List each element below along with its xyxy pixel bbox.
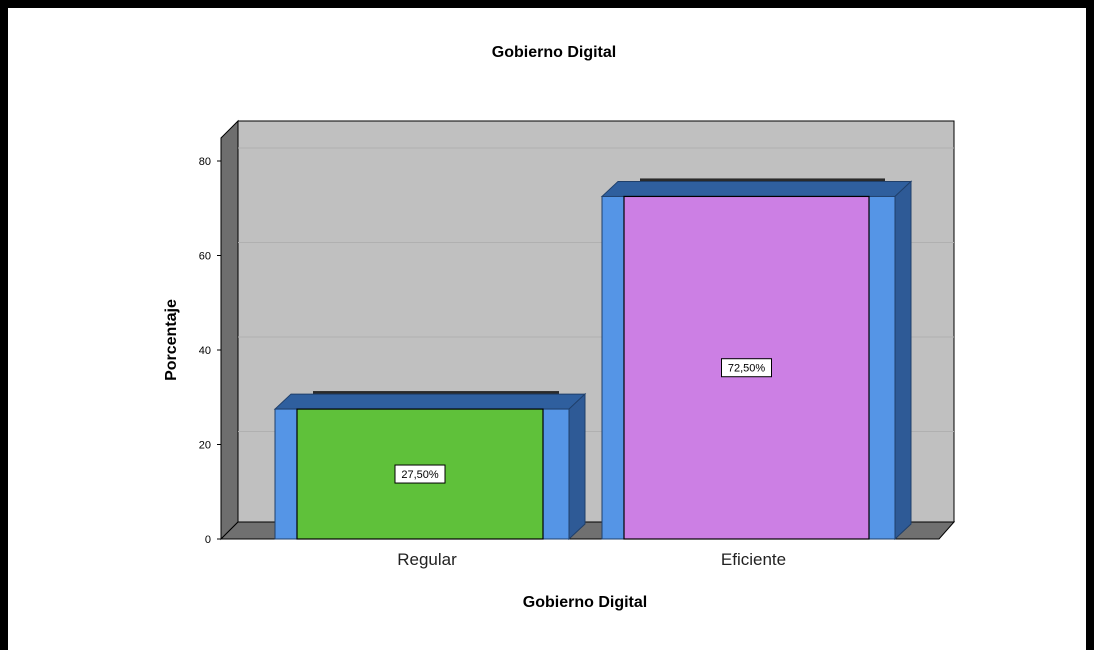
chart-title: Gobierno Digital [492,44,616,61]
x-category-label: Regular [397,550,457,569]
bars [273,178,913,541]
bar-side-face [568,392,586,541]
data-label: 27,50% [394,464,446,484]
data-labels: 27,50% 72,50% [394,358,772,484]
y-tick-label: 20 [199,440,211,452]
y-tick-label: 0 [205,534,211,546]
x-category-label: Eficiente [721,550,786,569]
bar-back-edge [640,178,885,182]
data-label-box [721,358,772,378]
plot-left-wall [220,119,239,541]
bar-side-face [894,180,912,541]
x-axis-categories: Regular Eficiente [397,550,786,569]
y-axis-ticks: 0 20 40 60 80 [199,156,221,546]
data-label-box [394,464,446,484]
data-label: 72,50% [721,358,772,378]
data-label-text: 27,50% [401,469,439,481]
bar-regular [273,391,587,541]
y-axis-title: Porcentaje [163,299,180,381]
bar-top-face [273,393,587,410]
y-tick-label: 40 [199,345,211,357]
data-label-text: 72,50% [728,363,766,375]
x-axis-title: Gobierno Digital [523,594,647,611]
bar-top-face [600,180,913,197]
y-tick-label: 80 [199,156,211,168]
y-tick-label: 60 [199,251,211,263]
bar-back-edge [313,391,559,395]
